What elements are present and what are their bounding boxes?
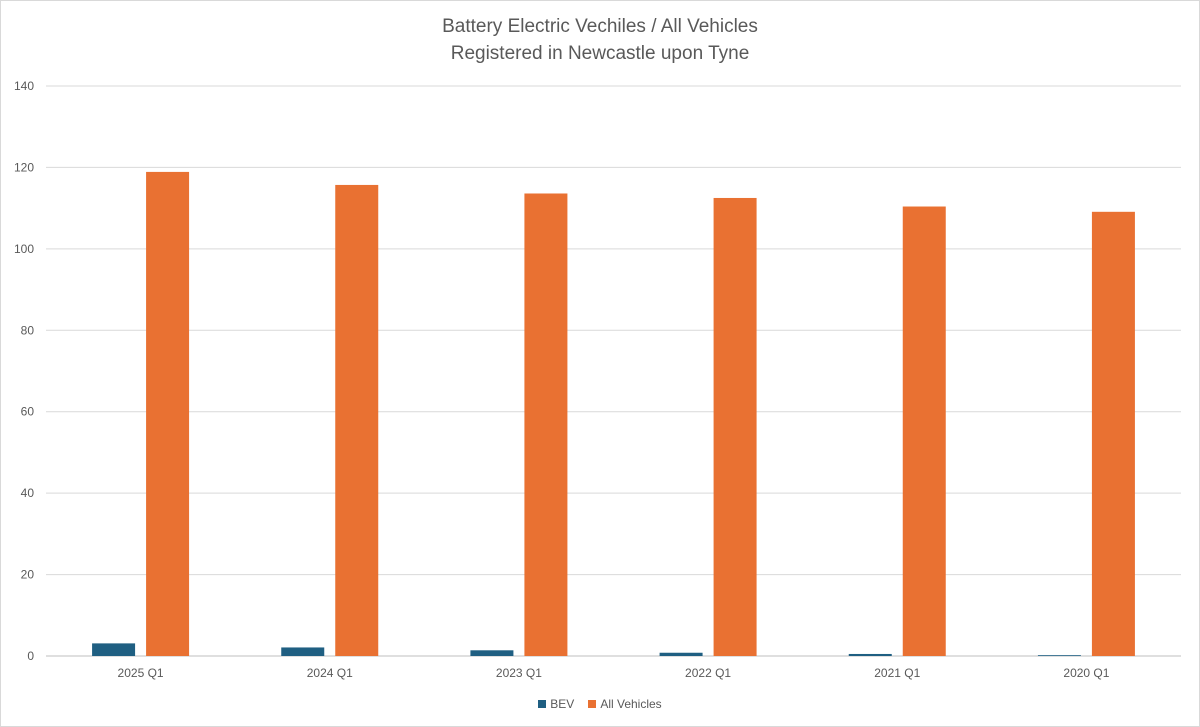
legend-item-all-vehicles: All Vehicles bbox=[588, 697, 662, 711]
bar-all-vehicles bbox=[335, 184, 379, 656]
x-tick-label: 2024 Q1 bbox=[307, 666, 353, 680]
y-tick-label: 0 bbox=[27, 649, 34, 663]
x-tick-label: 2025 Q1 bbox=[118, 666, 164, 680]
y-tick-label: 140 bbox=[14, 79, 34, 93]
bar-bev bbox=[92, 643, 136, 656]
x-tick-label: 2020 Q1 bbox=[1063, 666, 1109, 680]
bar-bev bbox=[1037, 655, 1081, 656]
bar-all-vehicles bbox=[524, 193, 568, 656]
bar-all-vehicles bbox=[713, 197, 757, 656]
legend-swatch-bev bbox=[538, 700, 547, 708]
chart-title-line-2: Registered in Newcastle upon Tyne bbox=[450, 43, 750, 64]
y-tick-label: 120 bbox=[14, 160, 34, 174]
y-tick-label: 20 bbox=[21, 568, 35, 582]
legend-item-bev: BEV bbox=[538, 697, 574, 711]
y-tick-label: 100 bbox=[14, 242, 34, 256]
x-tick-label: 2021 Q1 bbox=[874, 666, 920, 680]
legend-swatch-all-vehicles bbox=[588, 700, 597, 708]
y-tick-label: 40 bbox=[21, 486, 35, 500]
bar-bev bbox=[848, 653, 892, 656]
chart-title: Battery Electric Vechiles / All Vehicles… bbox=[1, 13, 1199, 67]
x-tick-label: 2022 Q1 bbox=[685, 666, 731, 680]
legend-label-all-vehicles: All Vehicles bbox=[600, 697, 662, 711]
bar-all-vehicles bbox=[902, 206, 946, 656]
bar-bev bbox=[659, 652, 703, 656]
bar-bev bbox=[281, 647, 325, 656]
bar-all-vehicles bbox=[1091, 211, 1135, 657]
bar-bev bbox=[470, 650, 514, 656]
chart-title-line-1: Battery Electric Vechiles / All Vehicles bbox=[442, 16, 758, 37]
x-tick-label: 2023 Q1 bbox=[496, 666, 542, 680]
bar-all-vehicles bbox=[146, 171, 190, 656]
legend: BEV All Vehicles bbox=[1, 697, 1199, 711]
y-tick-label: 60 bbox=[21, 405, 35, 419]
legend-label-bev: BEV bbox=[550, 697, 575, 711]
y-tick-label: 80 bbox=[21, 323, 35, 337]
